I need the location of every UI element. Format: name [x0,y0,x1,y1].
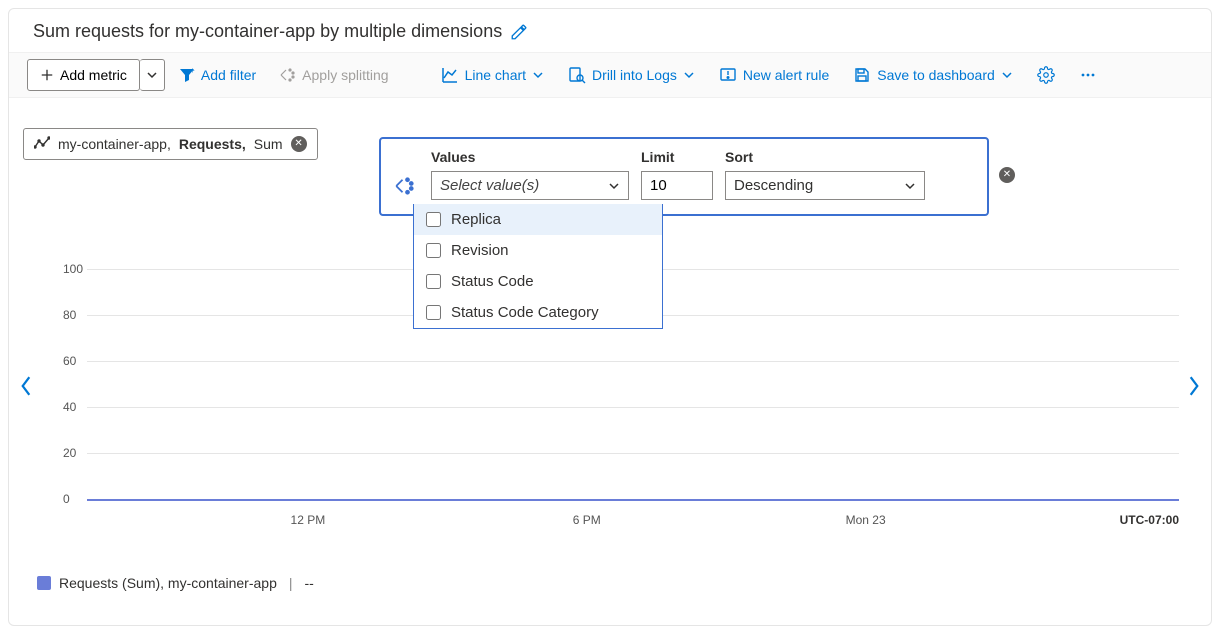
new-alert-label: New alert rule [743,67,829,83]
limit-label: Limit [641,149,713,165]
metric-pill-close[interactable]: ✕ [291,136,307,152]
y-axis-label: 40 [63,400,76,414]
dropdown-label: Replica [451,211,501,228]
values-label: Values [431,149,629,165]
add-metric-label: Add metric [60,67,127,83]
limit-input[interactable] [641,171,713,200]
sort-value: Descending [734,177,813,194]
drill-logs-button[interactable]: Drill into Logs [558,60,705,90]
alert-icon [719,66,737,84]
title-row: Sum requests for my-container-app by mul… [9,21,1211,52]
add-metric-chevron[interactable] [140,59,165,91]
y-axis-label: 0 [63,492,70,506]
dropdown-label: Status Code [451,273,534,290]
y-axis-label: 100 [63,262,83,276]
values-select[interactable]: Select value(s) [431,171,629,200]
x-axis-label: 12 PM [291,513,326,527]
save-dashboard-label: Save to dashboard [877,67,995,83]
dropdown-item-replica[interactable]: Replica [414,204,662,235]
checkbox-icon[interactable] [426,274,441,289]
page-title: Sum requests for my-container-app by mul… [33,21,502,42]
checkbox-icon[interactable] [426,243,441,258]
metric-icon [34,136,50,152]
add-filter-button[interactable]: + Add filter [169,61,266,89]
line-chart-icon [441,66,459,84]
y-axis-label: 60 [63,354,76,368]
apply-splitting-label: Apply splitting [302,67,388,83]
y-axis-label: 80 [63,308,76,322]
more-icon [1079,66,1097,84]
legend-value: -- [305,575,314,591]
split-panel-icon [395,176,415,196]
series-line [87,499,1179,501]
dropdown-item-revision[interactable]: Revision [414,235,662,266]
dropdown-label: Status Code Category [451,304,599,321]
metric-pill-aggregation: Sum [254,136,283,152]
checkbox-icon[interactable] [426,212,441,227]
gridline [87,407,1179,408]
legend: Requests (Sum), my-container-app | -- [37,575,314,591]
metrics-card: Sum requests for my-container-app by mul… [8,8,1212,626]
x-axis-label: Mon 23 [846,513,886,527]
add-filter-label: Add filter [201,67,256,83]
toolbar: Add metric + Add filter Apply splitting … [9,52,1211,98]
save-icon [853,66,871,84]
plus-icon [40,68,54,82]
timezone-label: UTC-07:00 [1120,513,1179,527]
drill-logs-label: Drill into Logs [592,67,677,83]
edit-title-button[interactable] [510,23,528,41]
gridline [87,453,1179,454]
new-alert-button[interactable]: New alert rule [709,60,839,90]
gridline [87,361,1179,362]
add-metric-group: Add metric [27,59,165,91]
split-panel-close[interactable]: ✕ [999,167,1015,183]
svg-text:+: + [190,67,195,75]
sort-label: Sort [725,149,925,165]
dropdown-item-status-code-category[interactable]: Status Code Category [414,297,662,328]
line-chart-button[interactable]: Line chart [431,60,554,90]
x-axis-label: 6 PM [573,513,601,527]
legend-swatch [37,576,51,590]
values-col: Values Select value(s) [431,149,629,200]
save-dashboard-button[interactable]: Save to dashboard [843,60,1023,90]
limit-col: Limit [641,149,713,200]
dropdown-item-status-code[interactable]: Status Code [414,266,662,297]
metric-pill-metric: Requests, [179,136,246,152]
filter-icon: + [179,67,195,83]
metric-pill-resource: my-container-app, [58,136,171,152]
split-icon [280,67,296,83]
legend-separator: | [289,575,293,591]
apply-splitting-button: Apply splitting [270,61,398,89]
add-metric-button[interactable]: Add metric [27,59,140,91]
y-axis-label: 20 [63,446,76,460]
values-placeholder: Select value(s) [440,177,539,194]
dropdown-label: Revision [451,242,509,259]
metric-pill[interactable]: my-container-app, Requests, Sum ✕ [23,128,318,160]
metric-pill-group: my-container-app, Requests, Sum ✕ [23,128,318,160]
legend-label: Requests (Sum), my-container-app [59,575,277,591]
gear-icon [1037,66,1055,84]
more-button[interactable] [1069,60,1107,90]
settings-button[interactable] [1027,60,1065,90]
sort-select[interactable]: Descending [725,171,925,200]
checkbox-icon[interactable] [426,305,441,320]
logs-icon [568,66,586,84]
sort-col: Sort Descending [725,149,925,200]
values-dropdown: Replica Revision Status Code Status Code… [413,204,663,329]
line-chart-label: Line chart [465,67,526,83]
